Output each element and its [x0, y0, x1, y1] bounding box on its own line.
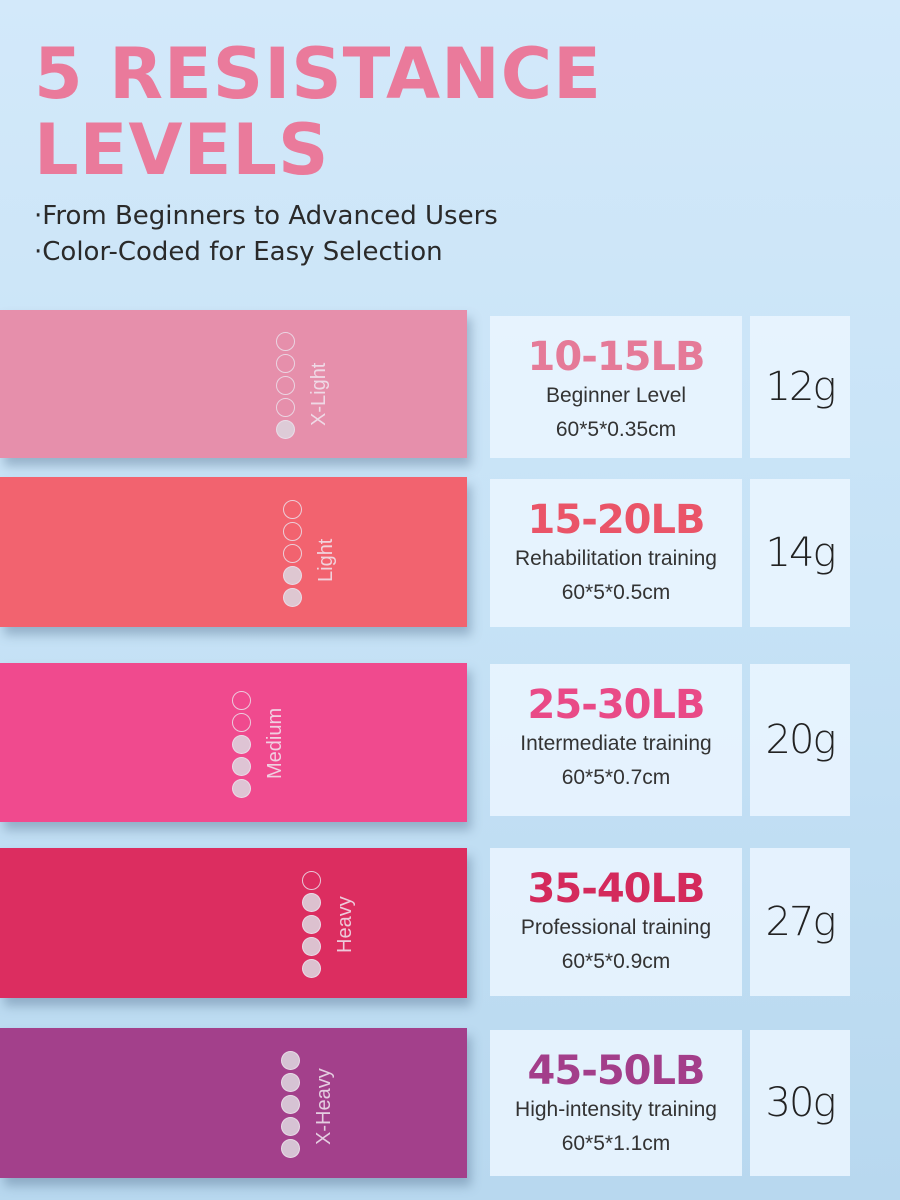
page-title: 5 RESISTANCE LEVELS [34, 33, 602, 191]
level-info-cell: 10-15LB Beginner Level 60*5*0.35cm [490, 316, 742, 458]
band-size: 60*5*1.1cm [561, 1132, 671, 1155]
resistance-range: 10-15LB [527, 334, 706, 380]
level-info-cell: 45-50LB High-intensity training 60*5*1.1cm [490, 1030, 742, 1176]
band-weight: 27g [750, 848, 850, 996]
level-info-cell: 15-20LB Rehabilitation training 60*5*0.5cm [490, 479, 742, 627]
dot-icon [281, 1073, 300, 1092]
band-weight: 30g [750, 1030, 850, 1176]
feature-bullet: ·From Beginners to Advanced Users [34, 201, 498, 231]
band-level-label: Heavy [334, 896, 356, 953]
level-dots [276, 332, 295, 439]
band-level-label: Light [315, 538, 337, 582]
dot-icon [276, 354, 295, 373]
band-weight: 20g [750, 664, 850, 816]
dot-icon [276, 398, 295, 417]
level-info-cell: 25-30LB Intermediate training 60*5*0.7cm [490, 664, 742, 816]
dot-icon [281, 1051, 300, 1070]
resistance-range: 25-30LB [527, 682, 706, 728]
band-4: X-Heavy [0, 1028, 467, 1178]
dot-icon [232, 734, 251, 754]
resistance-range: 35-40LB [527, 866, 706, 912]
level-dots [283, 500, 302, 607]
dot-icon [283, 588, 302, 607]
dot-icon [302, 893, 321, 912]
dot-icon [232, 756, 251, 776]
band-size: 60*5*0.9cm [561, 950, 671, 973]
band-size: 60*5*0.35cm [555, 418, 677, 441]
level-description: Intermediate training [520, 732, 712, 755]
band-weight: 14g [750, 479, 850, 627]
dot-icon [283, 522, 302, 541]
band-3: Heavy [0, 848, 467, 998]
band-level-label: X-Heavy [313, 1068, 335, 1145]
dot-icon [302, 959, 321, 978]
band-size: 60*5*0.7cm [561, 766, 671, 789]
dot-icon [283, 500, 302, 519]
band-0: X-Light [0, 310, 467, 458]
level-description: Professional training [520, 916, 712, 939]
dot-icon [302, 915, 321, 934]
band-size: 60*5*0.5cm [561, 581, 671, 604]
dot-icon [276, 376, 295, 395]
dot-icon [281, 1095, 300, 1114]
band-weight: 12g [750, 316, 850, 458]
level-dots [232, 690, 251, 798]
feature-bullet: ·Color-Coded for Easy Selection [34, 237, 443, 267]
feature-list: ·From Beginners to Advanced Users ·Color… [34, 198, 498, 270]
level-info-cell: 35-40LB Professional training 60*5*0.9cm [490, 848, 742, 996]
band-2: Medium [0, 663, 467, 822]
level-description: Rehabilitation training [515, 547, 717, 570]
dot-icon [302, 937, 321, 956]
level-description: Beginner Level [545, 384, 687, 407]
level-dots [302, 871, 321, 978]
dot-icon [283, 566, 302, 585]
dot-icon [281, 1117, 300, 1136]
band-1: Light [0, 477, 467, 627]
level-description: High-intensity training [515, 1098, 717, 1121]
dot-icon [276, 332, 295, 351]
band-level-label: X-Light [308, 362, 330, 426]
dot-icon [281, 1139, 300, 1158]
band-level-label: Medium [264, 707, 286, 779]
dot-icon [283, 544, 302, 563]
resistance-range: 45-50LB [527, 1048, 706, 1094]
resistance-range: 15-20LB [527, 497, 706, 543]
dot-icon [276, 420, 295, 439]
level-dots [281, 1051, 300, 1158]
dot-icon [302, 871, 321, 890]
dot-icon [232, 690, 251, 710]
dot-icon [232, 778, 251, 798]
dot-icon [232, 712, 251, 732]
